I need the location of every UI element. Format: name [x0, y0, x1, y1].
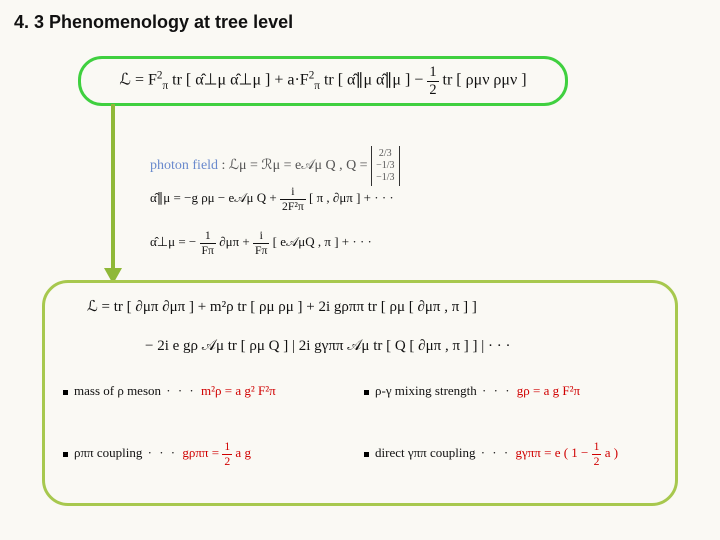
cell-gamma-pi-pi: direct γππ coupling · · · gγππ = e ( 1 −…	[364, 441, 657, 493]
main-lagrangian-box: ℒ = F2π tr [ α̂⊥μ α̂⊥μ ] + a·F2π tr [ α̂…	[78, 56, 568, 106]
main-lagrangian-eq: ℒ = F2π tr [ α̂⊥μ α̂⊥μ ] + a·F2π tr [ α̂…	[119, 65, 526, 97]
cell-rho-pi-pi: ρππ coupling · · · gρππ = 12 a g	[63, 441, 356, 493]
section-title: 4. 3 Phenomenology at tree level	[14, 12, 293, 33]
expanded-lagrangian-box: ℒ = tr [ ∂μπ ∂μπ ] + m²ρ tr [ ρμ ρμ ] + …	[42, 280, 678, 506]
derivation-arrow	[108, 104, 118, 284]
cell-rho-mass: mass of ρ meson · · · m²ρ = a g² F²π	[63, 383, 356, 435]
alpha-parallel-def: α̂∥μ = −g ρμ − e𝒜μ Q + i2F²π [ π , ∂μπ ]…	[150, 186, 394, 212]
expanded-line-1: ℒ = tr [ ∂μπ ∂μπ ] + m²ρ tr [ ρμ ρμ ] + …	[87, 297, 477, 316]
alpha-perp-def: α̂⊥μ = − 1Fπ ∂μπ + iFπ [ e𝒜μQ , π ] + · …	[150, 230, 372, 256]
coupling-grid: mass of ρ meson · · · m²ρ = a g² F²π ρ-γ…	[63, 383, 657, 493]
expanded-line-2: − 2i e gρ 𝒜μ tr [ ρμ Q ] | 2i gγππ 𝒜μ tr…	[145, 337, 511, 355]
photon-field-def: photon field : ℒμ = ℛμ = e𝒜μ Q , Q = 2/3…	[150, 146, 400, 186]
cell-rho-gamma-mixing: ρ-γ mixing strength · · · gρ = a g F²π	[364, 383, 657, 435]
